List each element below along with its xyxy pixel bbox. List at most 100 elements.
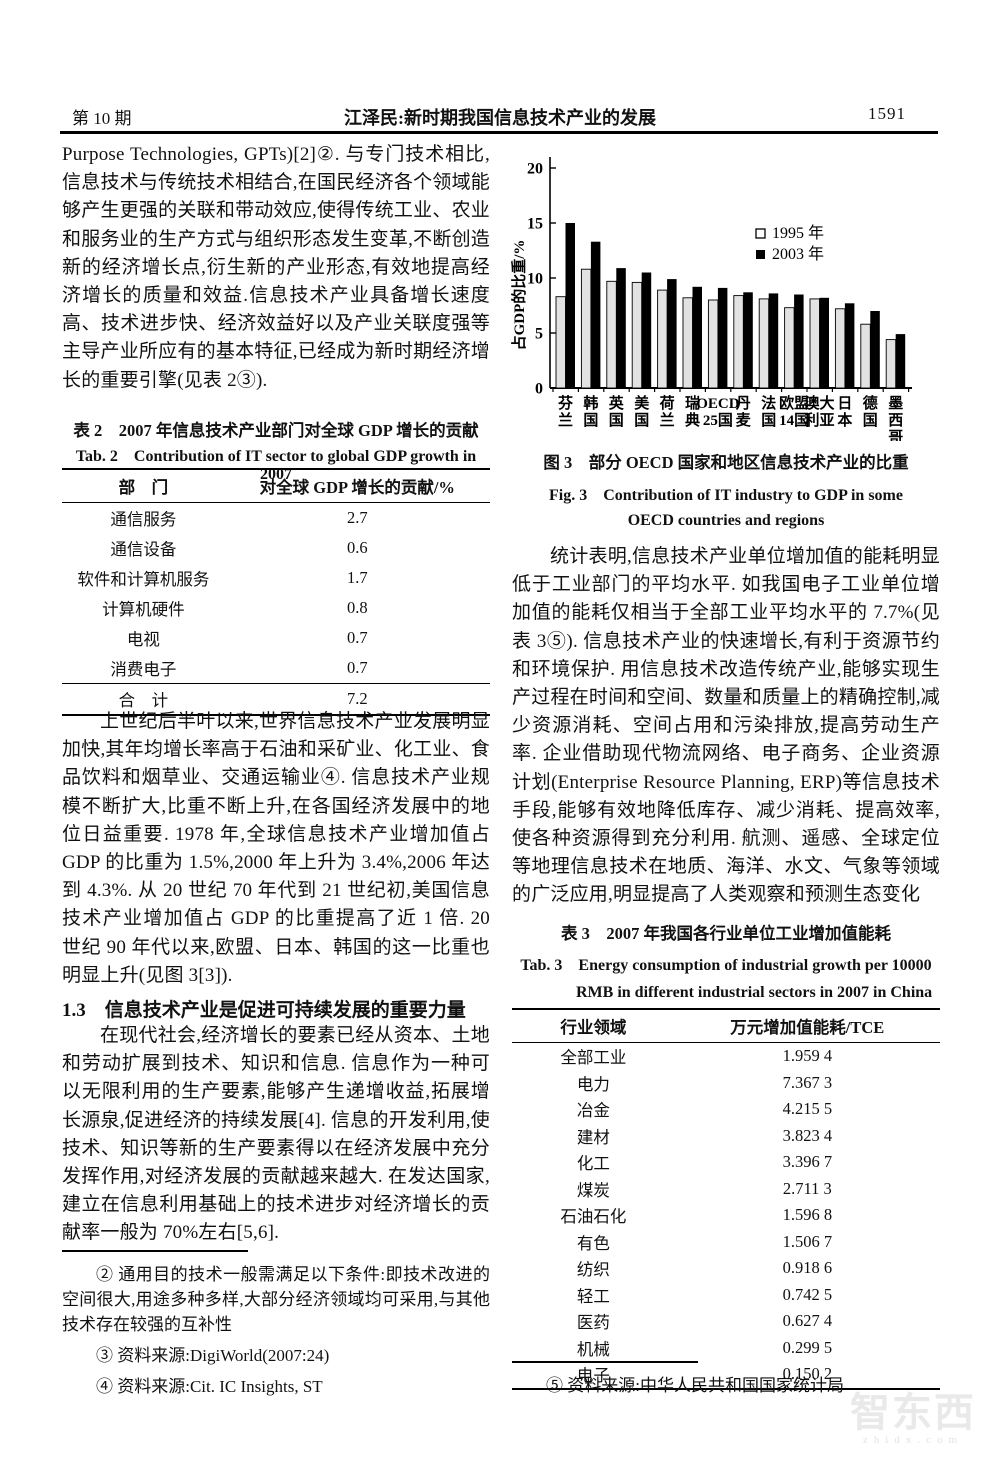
svg-text:荷兰: 荷兰 — [660, 394, 675, 429]
table2-total-row: 合 计 7.2 — [62, 683, 490, 715]
svg-text:1995 年: 1995 年 — [772, 224, 824, 242]
table-cell: 电子 — [576, 1366, 610, 1386]
table-cell: 3.823 4 — [782, 1125, 833, 1145]
table-row: 通信服务 2.7 — [62, 503, 490, 534]
table-row: 电力 7.367 3 — [512, 1070, 940, 1097]
table-cell: 建材 — [576, 1127, 610, 1147]
table-cell: 1.596 8 — [782, 1205, 833, 1225]
table-cell: 石油石化 — [560, 1207, 627, 1227]
table2-header-row: 部 门 对全球 GDP 增长的贡献/% — [62, 469, 490, 503]
left-footnotes: ② 通用目的技术一般需满足以下条件:即技术改进的空间很大,用途多种多样,大部分经… — [62, 1262, 490, 1399]
table-row: 纺织 0.918 6 — [512, 1255, 940, 1282]
svg-text:日本: 日本 — [837, 395, 852, 429]
table-row: 医药 0.627 4 — [512, 1308, 940, 1335]
table3-caption-zh: 表 3 2007 年我国各行业单位工业增加值能耗 — [561, 924, 891, 943]
svg-text:德国: 德国 — [863, 394, 878, 429]
svg-text:5: 5 — [535, 326, 543, 343]
table-cell: 0.299 5 — [782, 1337, 833, 1357]
table-row: 煤炭 2.711 3 — [512, 1176, 940, 1203]
table-row: 消费电子 0.7 — [62, 653, 490, 684]
table-cell: 通信服务 — [110, 510, 177, 529]
table-cell: 1.506 7 — [782, 1231, 833, 1251]
svg-text:法国: 法国 — [761, 394, 776, 429]
paragraph-it-growth-history: 上世纪后半叶以来,世界信息技术产业发展明显加快,其年均增长率高于石油和采矿业、化… — [62, 711, 490, 986]
table-row: 轻工 0.742 5 — [512, 1282, 940, 1309]
table-row: 石油石化 1.596 8 — [512, 1202, 940, 1229]
table-cell: 0.8 — [347, 598, 368, 617]
right-footnotes: ⑤ 资料来源:中华人民共和国国家统计局 — [512, 1373, 940, 1398]
table-row: 计算机硬件 0.8 — [62, 593, 490, 623]
running-title: 江泽民:新时期我国信息技术产业的发展 — [344, 108, 656, 128]
table-cell: 2.711 3 — [782, 1178, 832, 1198]
svg-text:美国: 美国 — [634, 394, 650, 429]
table-cell: 0.627 4 — [782, 1311, 833, 1331]
table-cell: 0.6 — [347, 538, 368, 557]
section-heading-1-3: 1.3 信息技术产业是促进可持续发展的重要力量 — [62, 1000, 466, 1021]
table-row: 通信设备 0.6 — [62, 533, 490, 563]
right-footnote-rule — [512, 1361, 698, 1363]
table-cell: 3.396 7 — [782, 1152, 833, 1172]
table-cell: 1.959 4 — [782, 1046, 833, 1066]
table2-total-label: 合 计 — [62, 683, 225, 715]
table-cell: 通信设备 — [110, 540, 177, 559]
table2-it-gdp-contribution: 部 门 对全球 GDP 增长的贡献/% 通信服务 2.7 通信设备 0.6 软件和计算机… — [62, 468, 490, 716]
table-cell: 4.215 5 — [782, 1099, 833, 1119]
svg-text:占GDP的比重/%: 占GDP的比重/% — [510, 240, 528, 351]
table2-col-sector: 部 门 — [62, 469, 225, 503]
table-cell: 电力 — [576, 1074, 610, 1094]
table3-body: 全部工业 1.959 4 电力 7.367 3 冶金 4.215 5 建材 3.823 4 化工… — [512, 1043, 940, 1389]
header-rule — [60, 131, 938, 134]
table-row: 机械 0.299 5 — [512, 1335, 940, 1362]
table-cell: 0.7 — [347, 628, 368, 647]
table3-header-row: 行业领域 万元增加值能耗/TCE — [512, 1009, 940, 1043]
watermark: 智东西 zhidx.com — [838, 1392, 988, 1447]
footnote-5: ⑤ 资料来源:中华人民共和国国家统计局 — [546, 1376, 844, 1395]
table-cell: 化工 — [576, 1154, 610, 1174]
table-row: 电视 0.7 — [62, 623, 490, 653]
svg-text:韩国: 韩国 — [583, 394, 598, 429]
table-cell: 全部工业 — [560, 1048, 627, 1068]
table-row: 软件和计算机服务 1.7 — [62, 563, 490, 593]
table-cell: 1.7 — [347, 568, 368, 587]
table2-col-contribution: 对全球 GDP 增长的贡献/% — [224, 469, 490, 503]
table-cell: 0.918 6 — [782, 1258, 833, 1278]
running-header: 第 10 期 江泽民:新时期我国信息技术产业的发展 1591 — [62, 104, 938, 128]
table-cell: 计算机硬件 — [102, 600, 185, 619]
svg-text:芬兰: 芬兰 — [558, 394, 574, 429]
table-cell: 有色 — [576, 1233, 610, 1253]
table3-sector-energy: 行业领域 万元增加值能耗/TCE 全部工业 1.959 4 电力 7.367 3 冶金 4… — [512, 1008, 940, 1390]
table-row: 全部工业 1.959 4 — [512, 1043, 940, 1070]
watermark-url: zhidx.com — [862, 1434, 964, 1446]
table-cell: 纺织 — [576, 1260, 610, 1280]
paragraph-energy-consumption: 统计表明,信息技术产业单位增加值的能耗明显低于工业部门的平均水平. 如我国电子工… — [512, 546, 940, 906]
fig3-caption-zh: 图 3 部分 OECD 国家和地区信息技术产业的比重 — [543, 453, 909, 472]
table-cell: 电视 — [126, 630, 160, 649]
svg-text:20: 20 — [527, 161, 543, 178]
issue-number: 第 10 期 — [72, 109, 132, 128]
table-row: 化工 3.396 7 — [512, 1149, 940, 1176]
table3-caption-en1: Tab. 3 Energy consumption of industrial … — [520, 957, 932, 974]
table-row: 电子 0.150 2 — [512, 1361, 940, 1389]
svg-text:2003 年: 2003 年 — [772, 245, 824, 263]
table-cell: 医药 — [576, 1313, 610, 1333]
table3-col-sector: 行业领域 — [512, 1009, 675, 1043]
table2-total-value: 7.2 — [224, 683, 490, 715]
left-footnote-rule — [62, 1250, 248, 1252]
table2-body: 通信服务 2.7 通信设备 0.6 软件和计算机服务 1.7 计算机硬件 0.8 电视 0.7 消费… — [62, 503, 490, 684]
table-cell: 煤炭 — [576, 1180, 610, 1200]
table2-caption-zh: 表 2 2007 年信息技术产业部门对全球 GDP 增长的贡献 — [73, 421, 479, 440]
svg-text:0: 0 — [535, 381, 543, 398]
table-cell: 0.7 — [347, 658, 368, 677]
table-cell: 冶金 — [576, 1101, 610, 1121]
table-row: 建材 3.823 4 — [512, 1123, 940, 1150]
table3-caption-en2: RMB in different industrial sectors in 2… — [576, 984, 933, 1001]
table-row: 冶金 4.215 5 — [512, 1096, 940, 1123]
table-cell: 软件和计算机服务 — [77, 570, 210, 589]
svg-text:英国: 英国 — [609, 394, 625, 429]
page-number: 1591 — [868, 104, 906, 123]
svg-text:瑞典: 瑞典 — [685, 394, 700, 429]
svg-text:10: 10 — [527, 271, 543, 288]
